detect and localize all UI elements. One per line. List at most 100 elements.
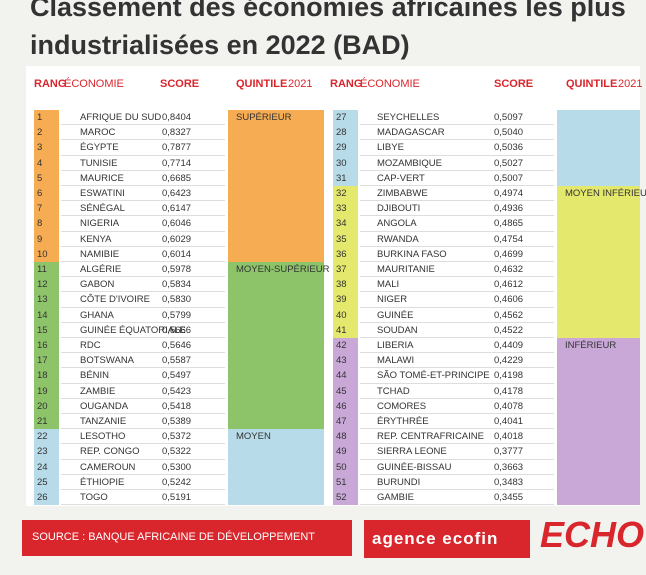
score: 0,4612 — [494, 279, 524, 291]
economy: GUINÉE ÉQUATORIALE — [80, 324, 186, 336]
row-line — [360, 306, 554, 308]
economy: ALGÉRIE — [80, 264, 122, 275]
score: 0,5497 — [162, 370, 192, 382]
economy: TUNISIE — [80, 157, 118, 169]
score: 0,8327 — [162, 127, 192, 139]
quintile-cell: INFÉRIEUR — [557, 338, 640, 506]
row-line — [61, 215, 225, 217]
score: 0,4198 — [494, 370, 524, 382]
score: 0,5027 — [494, 157, 524, 169]
rank-cell: 22 — [34, 429, 59, 445]
rank-cell: 35 — [333, 231, 358, 247]
rank-cell: 21 — [34, 414, 59, 430]
rank-cell: 52 — [333, 490, 358, 506]
economy: GAMBIE — [377, 492, 414, 503]
row-line — [360, 215, 554, 217]
header: SCORE — [160, 78, 200, 90]
economy: MALI — [377, 279, 400, 291]
economy: REP. CONGO — [80, 446, 140, 458]
economy: TCHAD — [377, 385, 410, 397]
row-line — [360, 276, 554, 278]
economy: REP. CENTRAFRICAINE — [377, 431, 484, 443]
row-line — [360, 139, 554, 141]
economy: ZIMBABWE — [377, 188, 428, 199]
score: 0,7877 — [162, 142, 192, 154]
rank-cell: 3 — [34, 140, 59, 156]
row-line — [61, 443, 225, 445]
rank-cell: 6 — [34, 186, 59, 202]
rank-cell: 11 — [34, 262, 59, 278]
rank-cell: 24 — [34, 459, 59, 475]
economy: MALAWI — [377, 355, 415, 367]
rank-cell: 51 — [333, 474, 358, 490]
economy: GHANA — [80, 309, 114, 321]
score: 0,4936 — [494, 203, 524, 215]
score: 0,4018 — [494, 431, 524, 443]
economy: CAMEROUN — [80, 461, 136, 473]
score: 0,5036 — [494, 142, 524, 154]
header: QUINTILE — [236, 78, 288, 90]
score: 0,6046 — [162, 218, 192, 230]
economy: MADAGASCAR — [377, 127, 445, 139]
rank-cell: 43 — [333, 353, 358, 369]
economy: MAROC — [80, 127, 116, 139]
score: 0,4409 — [494, 340, 524, 351]
rank-cell: 8 — [34, 216, 59, 232]
rank-cell: 45 — [333, 383, 358, 399]
row-line — [360, 261, 554, 262]
rank-cell: 25 — [34, 474, 59, 490]
economy: GUINÉE — [377, 309, 414, 321]
row-line — [360, 200, 554, 202]
row-line — [61, 367, 225, 369]
score: 0,8404 — [162, 112, 192, 123]
rank-cell: 20 — [34, 398, 59, 414]
rank-cell: 10 — [34, 246, 59, 262]
row-line — [360, 154, 554, 156]
rank-cell: 16 — [34, 338, 59, 354]
header: ÉCONOMIE — [64, 78, 124, 90]
row-line — [61, 473, 225, 475]
score: 0,4699 — [494, 248, 524, 260]
score: 0,6029 — [162, 233, 192, 245]
economy: CÔTE D'IVOIRE — [80, 294, 150, 306]
rank-cell: 2 — [34, 125, 59, 141]
economy: NIGER — [377, 294, 408, 306]
header: RANG — [34, 78, 67, 90]
economy: COMORES — [377, 400, 427, 412]
row-line — [61, 489, 225, 490]
economy: ANGOLA — [377, 218, 417, 230]
economy: SÉNÉGAL — [80, 203, 125, 215]
row-line — [360, 382, 554, 384]
score: 0,6685 — [162, 172, 192, 184]
rank-cell: 31 — [333, 170, 358, 186]
row-line — [360, 443, 554, 445]
row-line — [61, 245, 225, 247]
row-line — [61, 458, 225, 460]
economy: RWANDA — [377, 233, 419, 245]
economy: MOZAMBIQUE — [377, 157, 442, 169]
row-line — [360, 504, 554, 506]
row-line — [360, 337, 554, 338]
economy: GUINÉE-BISSAU — [377, 461, 452, 473]
rank-cell: 18 — [34, 368, 59, 384]
row-line — [61, 428, 225, 430]
score: 0,5423 — [162, 385, 192, 397]
economy: AFRIQUE DU SUD — [80, 112, 162, 123]
header: QUINTILE — [566, 78, 618, 90]
score: 0,5978 — [162, 264, 192, 275]
rank-cell: 46 — [333, 398, 358, 414]
rank-cell: 23 — [34, 444, 59, 460]
rank-cell: 49 — [333, 444, 358, 460]
score: 0,4229 — [494, 355, 524, 367]
row-line — [360, 489, 554, 490]
rank-cell: 19 — [34, 383, 59, 399]
header: ÉCONOMIE — [360, 78, 420, 90]
rank-cell: 42 — [333, 338, 358, 354]
economy: MAURITANIE — [377, 264, 435, 275]
quintile-cell — [557, 110, 640, 186]
row-line — [61, 397, 225, 399]
economy: NAMIBIE — [80, 248, 120, 260]
score: 0,4522 — [494, 324, 524, 336]
source-bar: SOURCE : BANQUE AFRICAINE DE DÉVELOPPEME… — [22, 520, 352, 556]
